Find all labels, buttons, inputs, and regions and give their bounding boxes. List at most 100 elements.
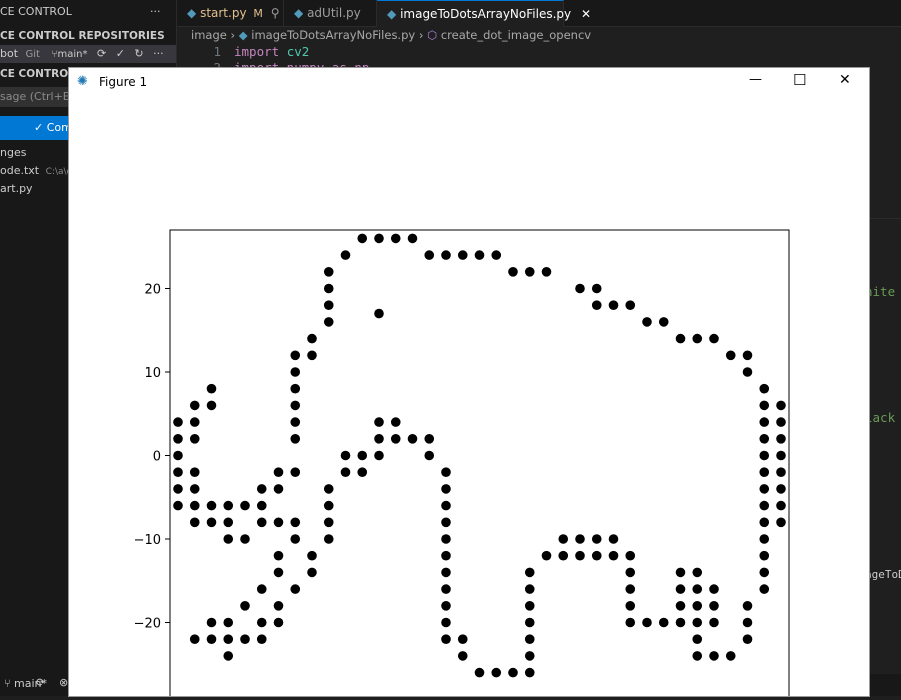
data-point xyxy=(240,601,250,611)
data-point xyxy=(374,233,384,244)
data-point xyxy=(692,601,703,611)
data-point xyxy=(776,484,786,494)
repo-type: Git xyxy=(25,49,40,60)
breadcrumb-folder[interactable]: image xyxy=(191,28,227,42)
commit-message-input[interactable]: sage (Ctrl+Ente xyxy=(0,87,69,107)
data-point xyxy=(759,450,770,461)
code-fragment-black: lack xyxy=(865,410,896,425)
data-point xyxy=(424,250,435,260)
changes-group-label[interactable]: nges xyxy=(0,146,27,159)
code-fragment-imagetodo: ageToDo xyxy=(865,568,901,581)
close-tab-icon[interactable]: ✕ xyxy=(580,7,592,21)
data-point xyxy=(759,434,770,444)
breadcrumb: image › ◆ imageToDotsArrayNoFiles.py › ⬡… xyxy=(191,28,591,42)
line-number: 2 xyxy=(191,60,221,76)
commit-check-icon[interactable]: ✓ xyxy=(115,47,125,60)
data-point xyxy=(558,550,569,561)
changed-file-item[interactable]: ode.txt C:\a\diy xyxy=(0,162,80,180)
more-actions-icon[interactable]: ··· xyxy=(150,5,161,18)
sync-icon[interactable]: ⟳ xyxy=(96,47,107,60)
data-point xyxy=(709,601,719,611)
code-module: cv2 xyxy=(286,44,310,59)
data-point xyxy=(374,308,384,319)
data-point xyxy=(424,450,435,461)
data-point xyxy=(441,617,451,628)
dot-series xyxy=(173,233,786,678)
data-point xyxy=(709,651,719,661)
data-point xyxy=(441,634,451,644)
line-numbers: 1 2 xyxy=(191,44,221,76)
refresh-icon[interactable]: ↻ xyxy=(134,47,144,60)
figure-titlebar[interactable]: ✺ Figure 1 — ☐ ✕ xyxy=(69,68,869,98)
close-icon[interactable]: ✕ xyxy=(839,72,851,88)
data-point xyxy=(290,400,301,411)
y-axis: 20 10 0 −10 −20 xyxy=(134,283,170,632)
status-branch[interactable]: main* xyxy=(14,677,47,690)
sync-icon[interactable]: ⟳ xyxy=(36,676,46,689)
sidebar-header: CE CONTROL xyxy=(0,3,72,21)
data-point xyxy=(692,634,703,644)
data-point xyxy=(524,584,535,594)
tab-imagetodots-py[interactable]: ◆ imageToDotsArrayNoFiles.py ✕ xyxy=(377,0,591,27)
data-point xyxy=(608,534,619,544)
data-point xyxy=(642,317,652,327)
data-point xyxy=(307,550,317,561)
data-point xyxy=(290,534,301,544)
tab-start-py[interactable]: ◆ start.py M ⚲ xyxy=(177,0,284,26)
minimize-icon[interactable]: — xyxy=(749,72,762,87)
data-point xyxy=(374,417,384,427)
data-point xyxy=(357,450,368,461)
code-fragment-white: hite xyxy=(865,284,896,299)
commit-button[interactable]: ✓ Com xyxy=(0,116,72,140)
tab-adutil-py[interactable]: ◆ adUtil.py ⚲ xyxy=(284,0,385,26)
code-line[interactable]: import cv2 xyxy=(234,44,369,60)
pin-icon[interactable]: ⚲ xyxy=(270,6,280,20)
data-point xyxy=(692,651,703,661)
changed-file-item[interactable]: art.py xyxy=(0,180,33,198)
maximize-icon[interactable]: ☐ xyxy=(793,71,807,89)
data-point xyxy=(491,250,502,260)
changes-section-title[interactable]: CE CONTROL xyxy=(0,68,75,80)
data-point xyxy=(189,517,200,528)
breadcrumb-symbol[interactable]: create_dot_image_opencv xyxy=(440,28,592,42)
data-point xyxy=(206,617,217,628)
tab-bar: ◆ start.py M ⚲ ◆ adUtil.py ⚲ ◆ imageToDo… xyxy=(177,0,901,27)
data-point xyxy=(240,500,250,511)
tab-label: start.py xyxy=(200,6,247,20)
data-point xyxy=(323,267,334,277)
data-point xyxy=(189,634,200,644)
data-point xyxy=(625,584,636,594)
data-point xyxy=(206,517,217,528)
sidebar-header-title: CE CONTROL xyxy=(0,5,72,18)
data-point xyxy=(323,534,334,544)
repository-row[interactable]: bot Git ⑂main* ⟳ ✓ ↻ ··· xyxy=(0,45,176,63)
data-point xyxy=(173,434,183,444)
error-icon[interactable]: ⊗ xyxy=(59,676,69,689)
data-point xyxy=(223,500,234,511)
data-point xyxy=(524,267,535,277)
figure-title: Figure 1 xyxy=(99,75,148,89)
repositories-section-title[interactable]: CE CONTROL REPOSITORIES xyxy=(0,30,165,42)
y-tick-label: 0 xyxy=(153,450,161,465)
data-point xyxy=(340,450,351,461)
repo-more-icon[interactable]: ··· xyxy=(153,47,164,60)
data-point xyxy=(524,634,535,644)
data-point xyxy=(709,617,719,628)
branch-icon: ⑂ xyxy=(51,49,58,60)
data-point xyxy=(173,467,183,478)
data-point xyxy=(340,250,351,260)
data-point xyxy=(474,667,485,678)
data-point xyxy=(591,550,602,561)
data-point xyxy=(340,467,351,478)
breadcrumb-file[interactable]: imageToDotsArrayNoFiles.py xyxy=(251,28,416,42)
data-point xyxy=(273,567,284,578)
tab-label: imageToDotsArrayNoFiles.py xyxy=(400,7,572,21)
data-point xyxy=(725,350,736,361)
data-point xyxy=(759,567,770,578)
data-point xyxy=(441,517,451,528)
data-point xyxy=(189,467,200,478)
data-point xyxy=(441,584,451,594)
data-point xyxy=(307,350,317,361)
data-point xyxy=(508,667,518,678)
data-point xyxy=(575,550,585,561)
